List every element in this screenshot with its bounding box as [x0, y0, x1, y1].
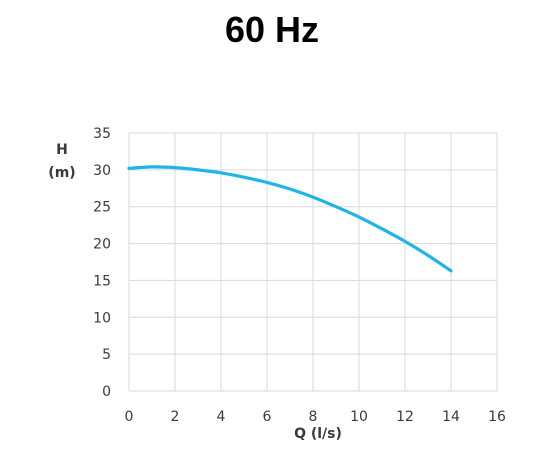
y-axis-ticks: 0 5 10 15 20 25 30 35	[93, 126, 111, 400]
series-line-0	[127, 165, 453, 273]
x-tick-label: 0	[125, 409, 134, 425]
y-tick-label: 25	[93, 200, 111, 216]
chart-title: 60 Hz	[224, 9, 320, 50]
x-axis-ticks: 0 2 4 6 8 10 12 14 16	[125, 409, 506, 425]
y-tick-label: 10	[93, 310, 111, 326]
x-tick-label: 10	[350, 409, 368, 425]
y-tick-label: 5	[102, 347, 111, 363]
x-tick-label: 4	[217, 409, 226, 425]
x-tick-label: 8	[309, 409, 318, 425]
y-tick-label: 0	[102, 384, 111, 400]
y-tick-label: 15	[93, 273, 111, 289]
x-tick-label: 6	[263, 409, 272, 425]
y-axis-label-line1: H	[56, 142, 68, 158]
x-tick-label: 12	[396, 409, 414, 425]
x-tick-label: 16	[488, 409, 506, 425]
x-axis-label: Q (l/s)	[294, 426, 342, 442]
grid	[128, 132, 498, 392]
y-axis-label-line2: (m)	[48, 165, 75, 181]
y-tick-label: 20	[93, 237, 111, 253]
y-tick-label: 35	[93, 126, 111, 142]
x-tick-label: 2	[171, 409, 180, 425]
series-layer	[127, 165, 453, 273]
x-tick-label: 14	[442, 409, 460, 425]
y-tick-label: 30	[93, 163, 111, 179]
